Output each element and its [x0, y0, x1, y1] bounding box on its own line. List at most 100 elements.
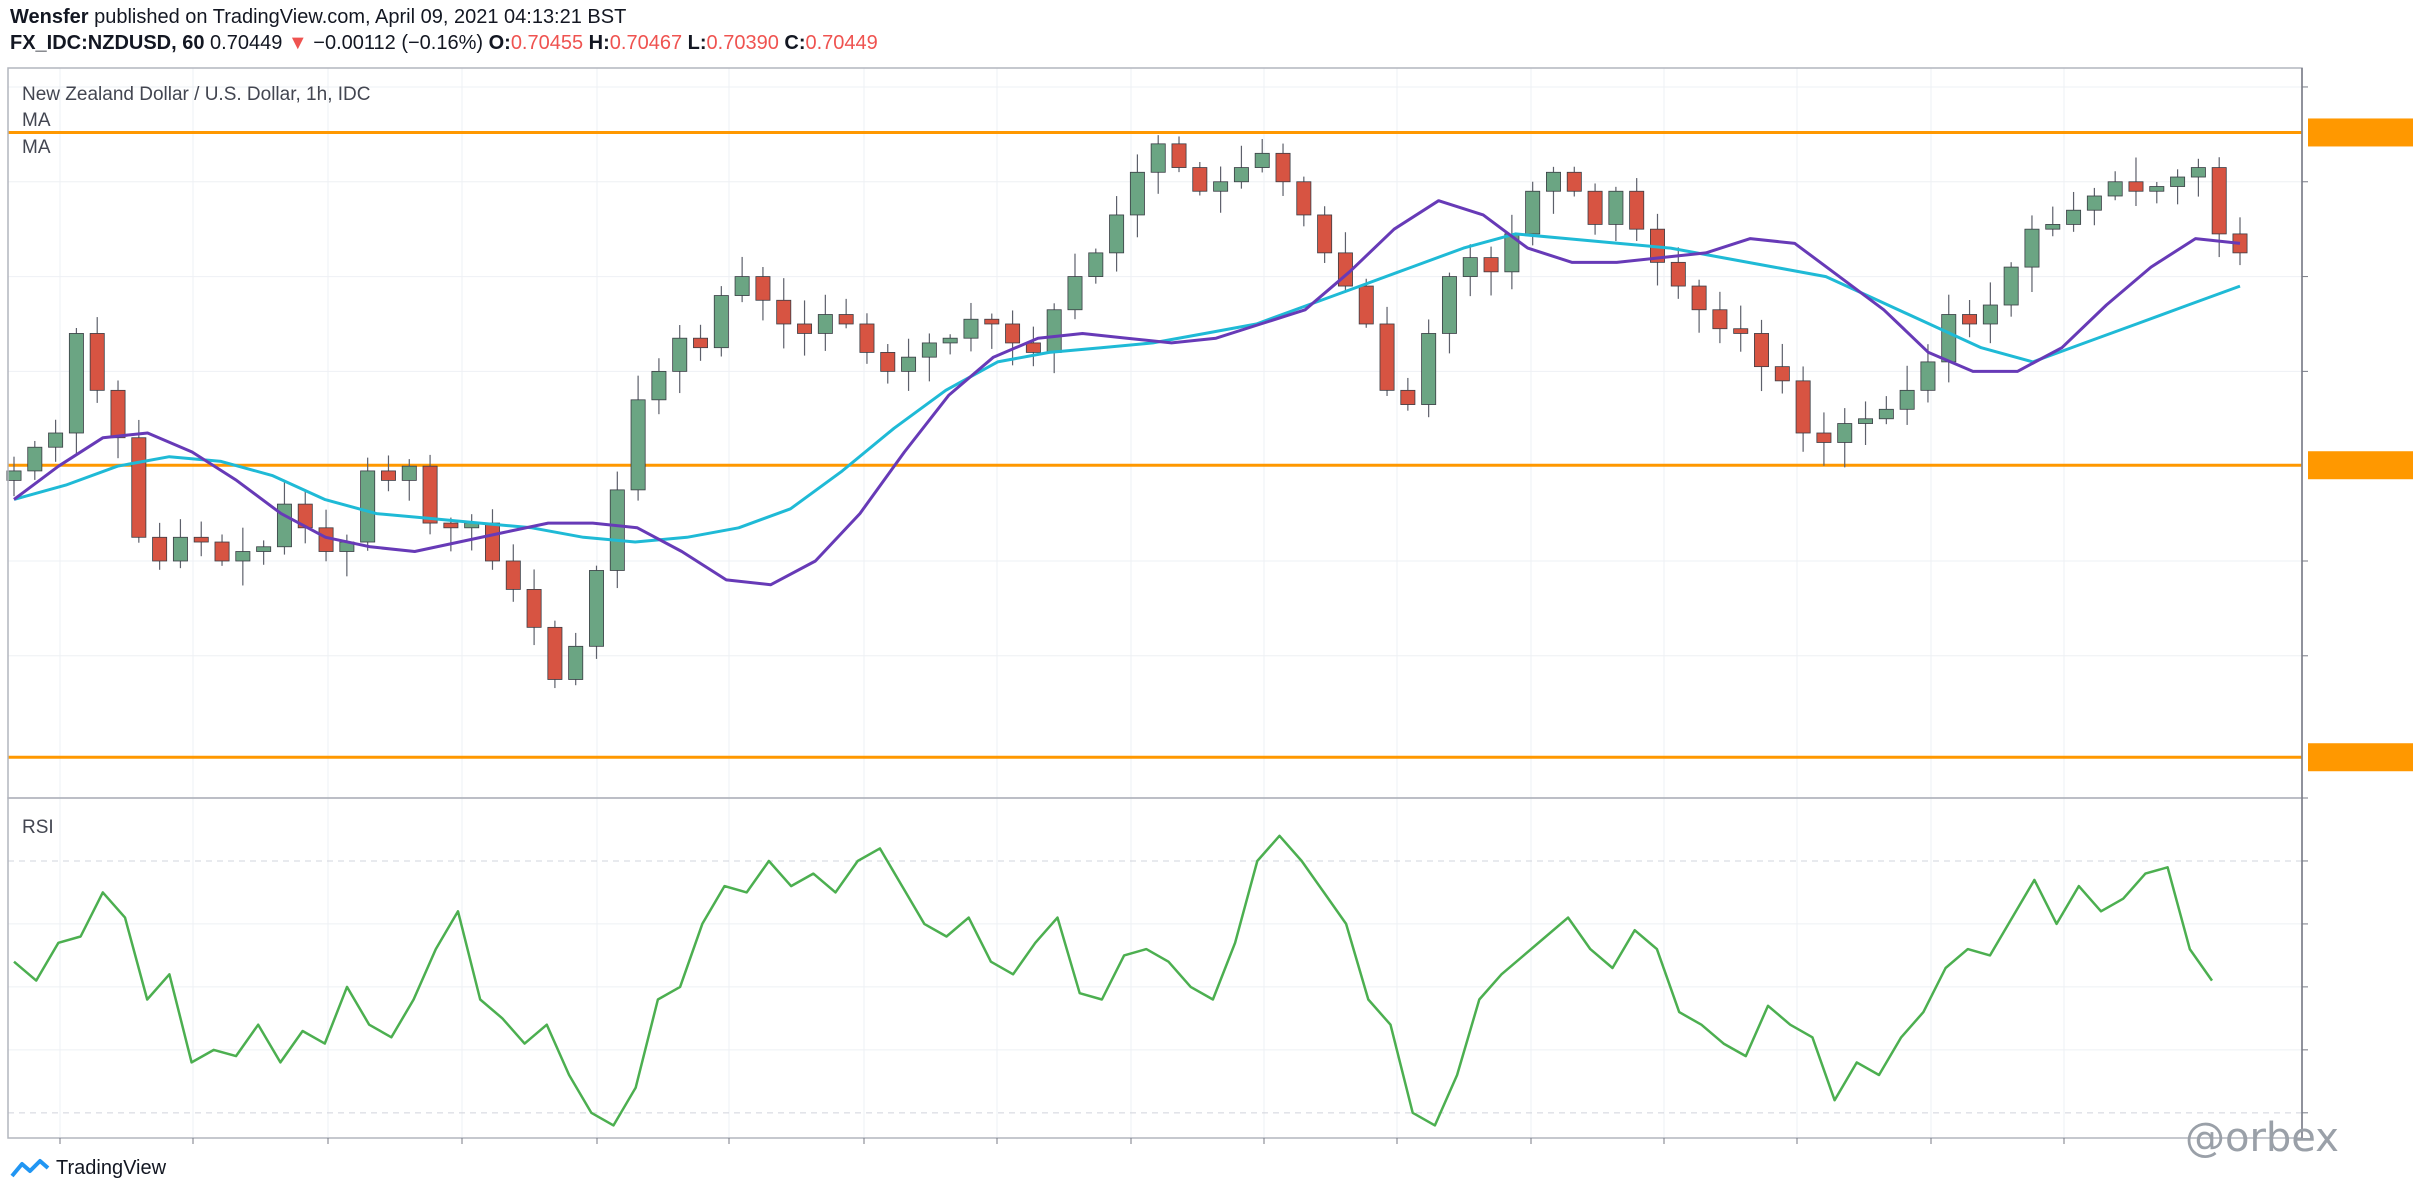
candle — [1088, 248, 1104, 284]
candle — [235, 527, 251, 586]
candle — [2045, 206, 2061, 237]
candle — [1213, 166, 1229, 213]
candle — [2086, 187, 2102, 226]
candle — [547, 620, 563, 689]
ma-legend-2[interactable]: MA — [22, 137, 51, 158]
candle-body — [547, 626, 563, 680]
candle-body — [1317, 214, 1333, 254]
open-label: O: — [488, 32, 511, 54]
candle-body — [1878, 408, 1894, 420]
price-axis[interactable] — [2302, 86, 2308, 657]
candle-body — [1629, 190, 1645, 230]
ma-legend-1[interactable]: MA — [22, 110, 51, 131]
candle-body — [214, 541, 230, 562]
candle — [817, 294, 833, 351]
candle — [797, 300, 813, 356]
candle — [1067, 253, 1083, 320]
candle — [1878, 396, 1894, 425]
publish-info: Wensfer published on TradingView.com, Ap… — [10, 6, 626, 29]
candle-body — [984, 318, 1000, 325]
candle — [1774, 343, 1790, 394]
candle — [1317, 206, 1333, 263]
candle-body — [1171, 143, 1187, 168]
candle-body — [1982, 304, 1998, 325]
low-value: 0.70390 — [706, 32, 779, 54]
candle-body — [276, 503, 292, 548]
candle-body — [734, 276, 750, 296]
candle — [1733, 305, 1749, 352]
price-grid — [8, 68, 2302, 798]
candle-body — [2170, 176, 2186, 187]
candle-body — [48, 432, 64, 448]
candle — [901, 338, 917, 391]
candle — [1566, 166, 1582, 197]
candle — [963, 302, 979, 352]
level-badge-1 — [2308, 451, 2413, 480]
candle-body — [422, 465, 438, 524]
candle — [1046, 303, 1062, 374]
candle-body — [360, 470, 376, 543]
candle — [755, 267, 771, 321]
candle — [526, 569, 542, 646]
candle-body — [2149, 186, 2165, 192]
rsi-pane-frame — [7, 797, 2303, 1139]
candle-body — [1858, 418, 1874, 424]
candle-body — [110, 389, 126, 439]
candle — [1920, 344, 1936, 403]
rsi-series-line — [13, 834, 2214, 1127]
candle-body — [755, 276, 771, 301]
candle — [2066, 191, 2082, 232]
candle — [360, 457, 376, 551]
tradingview-brand[interactable]: TradingView — [10, 1157, 166, 1180]
horizontal-levels[interactable] — [8, 118, 2413, 772]
candle — [713, 286, 729, 357]
candle-body — [1754, 333, 1769, 368]
candle — [880, 344, 896, 384]
candle-body — [901, 356, 917, 372]
candle-body — [1837, 423, 1853, 443]
ma-fast-line — [13, 199, 2241, 587]
rsi-legend[interactable]: RSI — [22, 817, 54, 838]
candle-body — [1192, 167, 1208, 192]
candle — [1337, 232, 1353, 293]
author-name[interactable]: Wensfer — [10, 6, 89, 28]
candle — [380, 455, 396, 492]
candle-body — [235, 551, 251, 562]
candle — [172, 519, 188, 569]
candle — [68, 327, 84, 456]
candle — [1483, 246, 1499, 296]
candle — [297, 491, 313, 544]
candle — [505, 544, 521, 602]
level-badge-2 — [2308, 743, 2413, 772]
candle-body — [1525, 190, 1541, 235]
candle-body — [838, 314, 854, 325]
candle-body — [1358, 285, 1374, 325]
candle — [1109, 196, 1125, 272]
candle — [422, 454, 438, 535]
candle-body — [609, 489, 625, 571]
candle — [27, 440, 43, 480]
low-label: L: — [687, 32, 707, 54]
candle-body — [1441, 276, 1457, 334]
candle — [2128, 157, 2144, 207]
brand-name: TradingView — [56, 1157, 167, 1179]
candle — [48, 419, 64, 462]
candle-body — [1483, 257, 1499, 273]
candle-body — [2211, 167, 2227, 235]
candle — [2107, 171, 2123, 201]
time-axis[interactable] — [59, 1138, 2065, 1144]
candle — [984, 313, 1000, 349]
rsi-axis[interactable] — [2302, 797, 2308, 1114]
candle — [859, 313, 875, 364]
watermark: @orbex — [2185, 1115, 2339, 1161]
candle — [1379, 306, 1395, 396]
candle — [2190, 158, 2206, 197]
candle-body — [568, 645, 584, 680]
candle-body — [1296, 181, 1312, 216]
candle — [942, 334, 958, 355]
candle — [1858, 401, 1874, 446]
candle — [443, 517, 459, 552]
candle-body — [651, 370, 667, 401]
candle-body — [1129, 171, 1145, 216]
